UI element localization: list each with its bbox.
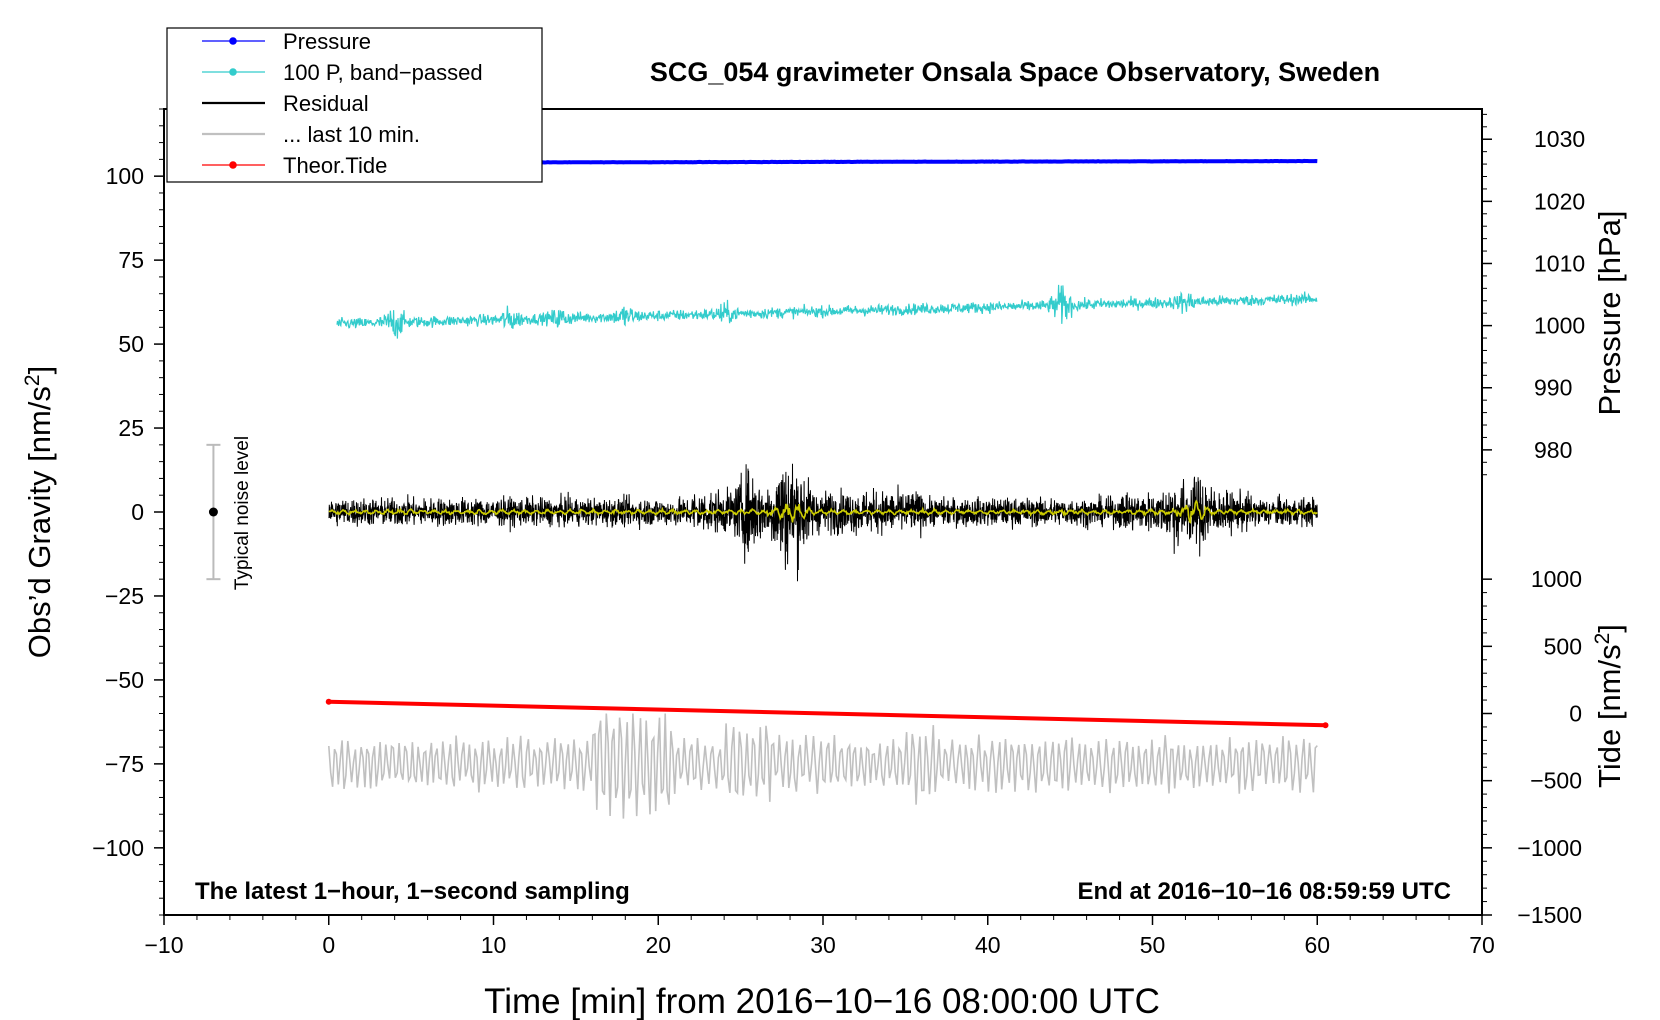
y-axis-label-left: Obs’d Gravity [nm/s2]	[21, 366, 58, 659]
legend-swatch-marker	[229, 68, 237, 76]
pressure-tick-label: 1000	[1534, 313, 1585, 339]
pressure-tick-label: 990	[1534, 375, 1572, 401]
tide-tick-label: 500	[1544, 633, 1582, 659]
series-last-10-min-line	[328, 713, 1318, 819]
legend-label: Pressure	[283, 29, 371, 54]
series-bandpass-line	[336, 284, 1318, 339]
annotation-sampling: The latest 1−hour, 1−second sampling	[195, 878, 630, 905]
series-layer	[325, 158, 1329, 819]
y-tick-label: −75	[105, 751, 144, 777]
y-tick-label: 0	[131, 499, 144, 525]
noise-indicator-label: Typical noise level	[232, 436, 253, 590]
series-residual-smoothed-line	[328, 499, 1318, 524]
noise-center-dot	[208, 507, 218, 517]
series-tide-start-point	[325, 698, 332, 705]
x-tick-label: 70	[1469, 932, 1495, 958]
series-tide-end-point	[1322, 722, 1329, 729]
y-tick-label: 75	[118, 247, 144, 273]
chart-title: SCG_054 gravimeter Onsala Space Observat…	[650, 57, 1380, 87]
x-tick-label: 10	[481, 932, 507, 958]
pressure-tick-label: 1020	[1534, 188, 1585, 214]
tide-tick-label: −1000	[1517, 835, 1582, 861]
x-tick-label: 50	[1140, 932, 1166, 958]
y-tick-label: −50	[105, 667, 144, 693]
pressure-tick-label: 980	[1534, 437, 1572, 463]
x-tick-label: 40	[975, 932, 1001, 958]
legend-label: ... last 10 min.	[283, 122, 420, 147]
legend-label: 100 P, band−passed	[283, 60, 483, 85]
x-axis-label: Time [min] from 2016−10−16 08:00:00 UTC	[484, 982, 1160, 1020]
y-tick-label: 50	[118, 331, 144, 357]
y-axis-label-tide: Tide [nm/s2]	[1591, 624, 1628, 788]
tide-tick-label: −1500	[1517, 902, 1582, 928]
y-tick-label: −25	[105, 583, 144, 609]
legend-label: Theor.Tide	[283, 153, 387, 178]
legend-label: Residual	[283, 91, 369, 116]
series-residual-line	[328, 463, 1318, 582]
y-tick-label: 100	[106, 163, 144, 189]
x-tick-label: −10	[144, 932, 183, 958]
pressure-tick-label: 1030	[1534, 126, 1585, 152]
annotation-end-time: End at 2016−10−16 08:59:59 UTC	[1077, 878, 1451, 905]
x-tick-label: 20	[645, 932, 671, 958]
axes-layer: −10 0 10 20 30 40 50 60 701007550250−25−50−75−10…	[92, 108, 1585, 958]
legend-swatch-marker	[229, 161, 237, 169]
tide-tick-label: 1000	[1531, 566, 1582, 592]
tide-tick-label: 0	[1569, 701, 1582, 727]
series-tide-line	[328, 699, 1326, 728]
y-tick-label: −100	[92, 835, 144, 861]
legend-box	[166, 27, 543, 183]
tide-tick-label: −500	[1530, 768, 1582, 794]
pressure-tick-label: 1010	[1534, 250, 1585, 276]
x-tick-label: 30	[810, 932, 836, 958]
x-tick-label: 60	[1304, 932, 1330, 958]
noise-indicator	[206, 443, 221, 581]
y-axis-label-pressure: Pressure [hPa]	[1592, 210, 1627, 415]
y-tick-label: 25	[118, 415, 144, 441]
legend-swatch-marker	[229, 37, 237, 45]
legend: Pressure 100 P, band−passed Residual ... la…	[166, 27, 543, 183]
x-tick-label: 0	[322, 932, 335, 958]
